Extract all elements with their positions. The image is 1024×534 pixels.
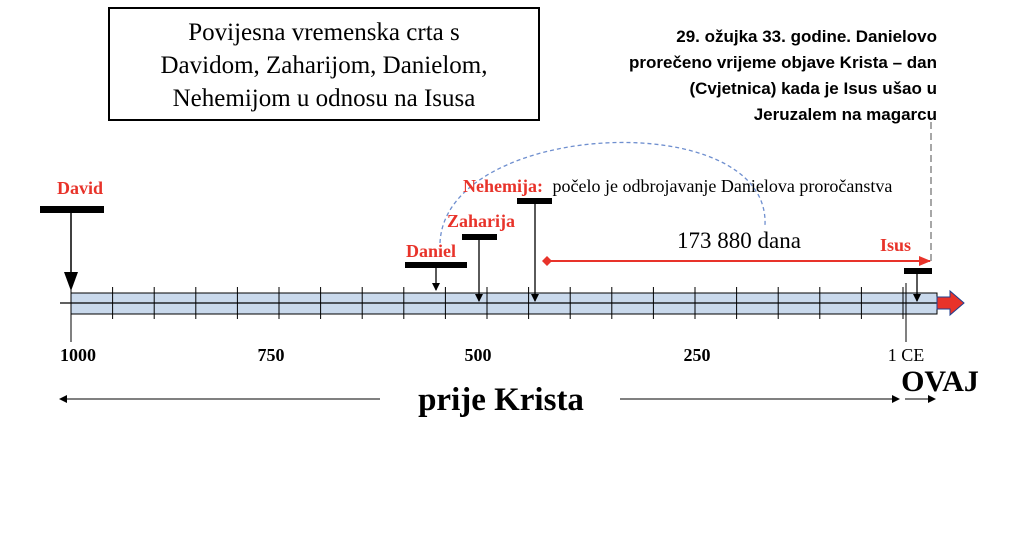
tick-label-500: 500 bbox=[465, 345, 492, 365]
tick-label-250: 250 bbox=[684, 345, 711, 365]
annotation-line-2: prorečeno vrijeme objave Krista – dan bbox=[629, 53, 937, 72]
marker-daniel: Daniel bbox=[405, 241, 467, 291]
isus-label: Isus bbox=[880, 235, 911, 255]
span-label: 173 880 dana bbox=[677, 228, 801, 253]
isus-bar bbox=[904, 268, 932, 274]
era-now-label: OVAJ bbox=[901, 365, 979, 398]
title-line-3: Nehemijom u odnosu na Isusa bbox=[173, 85, 476, 112]
annotation-line-3: (Cvjetnica) kada je Isus ušao u bbox=[689, 79, 937, 98]
zaharija-label: Zaharija bbox=[447, 211, 515, 231]
marker-zaharija: Zaharija bbox=[447, 211, 515, 302]
prophecy-span: 173 880 dana bbox=[542, 228, 931, 266]
marker-isus: Isus bbox=[880, 235, 932, 302]
timeline-ticks bbox=[70, 283, 907, 342]
tick-label-1ce: 1 CE bbox=[888, 345, 925, 365]
annotation-block: 29. ožujka 33. godine. Danielovo proreče… bbox=[629, 27, 937, 124]
title-box: Povijesna vremenska crta s Davidom, Zaha… bbox=[108, 7, 540, 121]
annotation-line-4: Jeruzalem na magarcu bbox=[754, 105, 937, 124]
timeline-end-arrow bbox=[936, 289, 965, 317]
era-row: prije Krista OVAJ bbox=[59, 365, 979, 418]
nehemija-heading: Nehemija: počelo je odbrojavanje Danielo… bbox=[463, 176, 892, 196]
prophecy-arc bbox=[439, 141, 766, 244]
tick-label-750: 750 bbox=[258, 345, 285, 365]
nehemija-bar bbox=[517, 198, 552, 204]
marker-nehemija: Nehemija: počelo je odbrojavanje Danielo… bbox=[463, 176, 892, 302]
tick-label-1000: 1000 bbox=[60, 345, 96, 365]
david-bar bbox=[40, 206, 104, 213]
marker-david: David bbox=[40, 178, 104, 291]
nehemija-label: Nehemija: bbox=[463, 176, 543, 196]
daniel-label: Daniel bbox=[406, 241, 456, 261]
tick-labels: 1000 750 500 250 1 CE bbox=[60, 345, 924, 365]
annotation-line-1: 29. ožujka 33. godine. Danielovo bbox=[676, 27, 937, 46]
daniel-bar bbox=[405, 262, 467, 268]
nehemija-note: počelo je odbrojavanje Danielova proroča… bbox=[552, 176, 892, 196]
title-line-2: Davidom, Zaharijom, Danielom, bbox=[160, 52, 487, 79]
era-before-label: prije Krista bbox=[418, 382, 584, 418]
david-arrowhead bbox=[64, 272, 78, 291]
title-box-frame bbox=[108, 7, 540, 121]
zaharija-bar bbox=[462, 234, 497, 240]
david-label: David bbox=[57, 178, 103, 198]
timeline-bar bbox=[60, 283, 965, 342]
title-line-1: Povijesna vremenska crta s bbox=[188, 19, 459, 46]
